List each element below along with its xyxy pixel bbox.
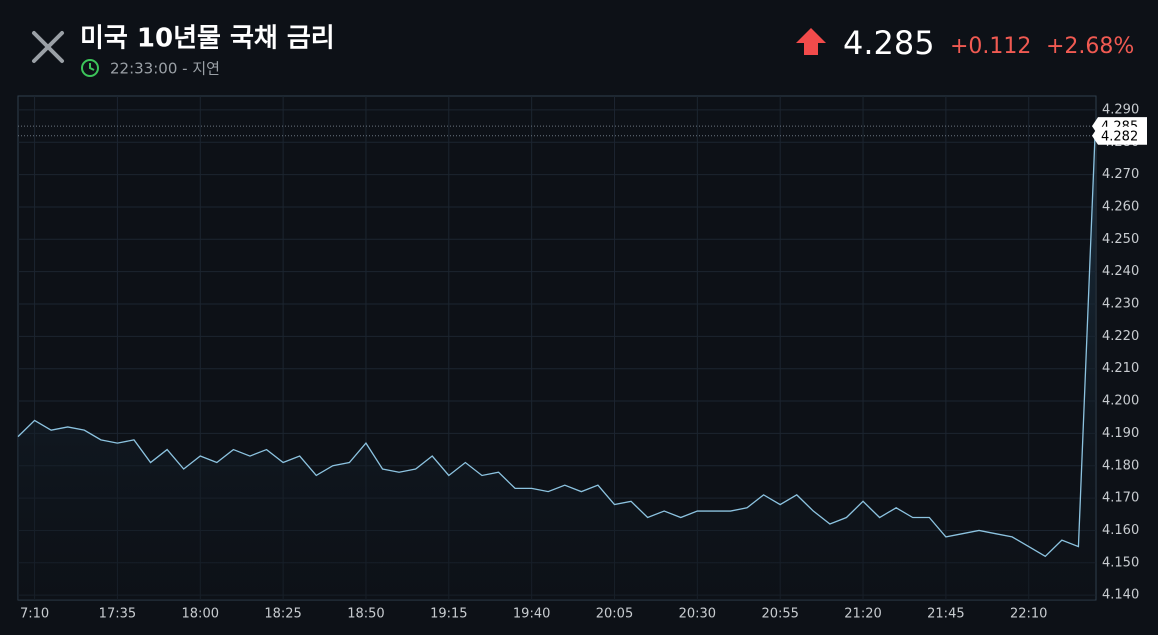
y-tick-label: 4.270 [1102,167,1139,182]
x-tick-label: 21:20 [844,607,881,622]
x-tick-label: 19:15 [430,607,467,622]
y-tick-label: 4.240 [1102,264,1139,279]
x-tick-label: 22:10 [1010,607,1047,622]
x-tick-label: 21:45 [927,607,964,622]
y-tick-label: 4.200 [1102,394,1139,409]
y-tick-label: 4.210 [1102,361,1139,376]
change-pct: +2.68% [1046,34,1134,59]
time: 22:33:00 - 지연 [110,60,220,78]
x-tick-label: 17:35 [99,607,136,622]
clock-icon [81,59,99,77]
y-tick-label: 4.180 [1102,458,1139,473]
y-tick-label: 4.160 [1102,523,1139,538]
x-tick-label: 20:30 [679,607,716,622]
price: 4.285 [843,24,935,62]
close-button[interactable] [32,31,64,63]
x-tick-label: 18:25 [264,607,301,622]
y-tick-label: 4.290 [1102,102,1139,117]
y-tick-label: 4.230 [1102,297,1139,312]
y-tick-label: 4.250 [1102,232,1139,247]
x-tick-label: 18:50 [347,607,384,622]
area [18,135,1095,601]
y-tick-label: 4.150 [1102,555,1139,570]
up-arrow [796,28,826,55]
change: +0.112 [950,34,1031,59]
y-tick-label: 4.140 [1102,588,1139,603]
y-tick-label: 4.170 [1102,491,1139,506]
price-tag [1092,126,1147,145]
x-tick-label: 20:05 [596,607,633,622]
price-tag-label: 4.282 [1101,129,1138,144]
y-tick-label: 4.220 [1102,329,1139,344]
title: 미국 10년물 국채 금리 [80,24,335,54]
x-tick-label: 19:40 [513,607,550,622]
x-tick-label: 7:10 [20,607,49,622]
x-tick-label: 20:55 [761,607,798,622]
y-tick-label: 4.260 [1102,199,1139,214]
line [17,135,1096,558]
x-tick-label: 18:00 [182,607,219,622]
y-tick-label: 4.190 [1102,426,1139,441]
